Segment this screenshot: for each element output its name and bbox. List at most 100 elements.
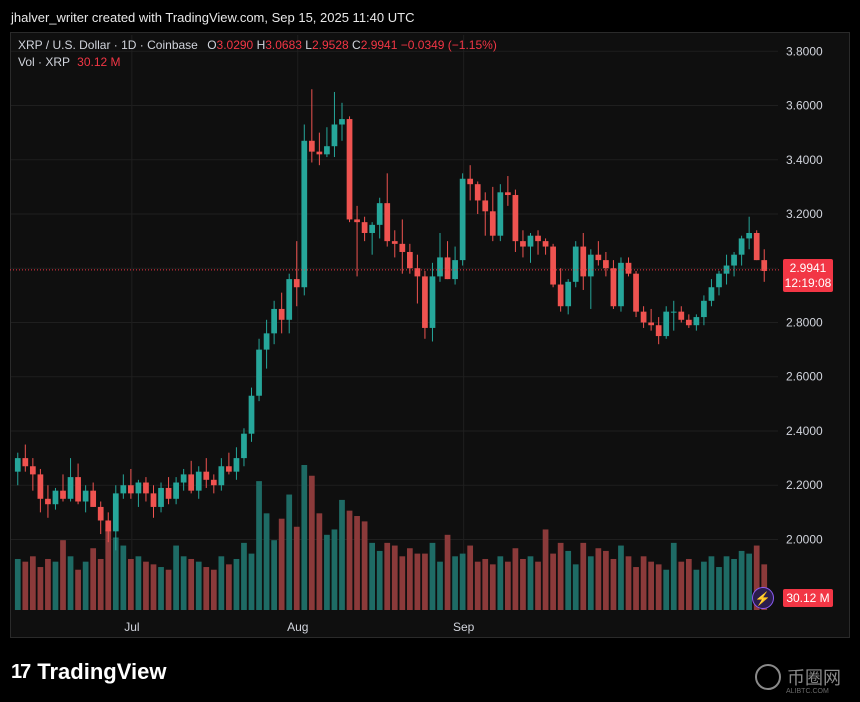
close-label: C — [352, 38, 361, 52]
candle-body — [210, 479, 217, 486]
volume-bar — [301, 465, 308, 610]
volume-bar — [716, 567, 722, 610]
volume-bar — [180, 556, 187, 610]
high-label: H — [256, 38, 266, 52]
x-tick-label: Jul — [124, 620, 139, 634]
volume-bar — [625, 556, 632, 610]
candle-body — [753, 232, 760, 261]
volume-bar — [105, 529, 112, 610]
volume-bar — [67, 556, 74, 610]
y-tick-label: 3.2000 — [786, 207, 823, 221]
volume-bar — [497, 556, 504, 610]
volume-bar — [422, 553, 428, 610]
candle-body — [610, 268, 617, 307]
candle-body — [90, 490, 97, 507]
candle-body — [527, 235, 534, 247]
candle-body — [60, 490, 66, 499]
candle-body — [233, 458, 240, 472]
volume-bar — [82, 561, 89, 610]
volume-bar — [550, 553, 556, 610]
volume-bar — [512, 548, 519, 610]
volume-bar — [150, 564, 157, 610]
candle-body — [640, 311, 647, 323]
volume-bar — [339, 499, 345, 610]
volume-bar — [195, 561, 202, 610]
candle-body — [308, 140, 315, 152]
x-tick-label: Aug — [287, 620, 308, 634]
y-tick-label: 2.6000 — [786, 370, 823, 384]
ohlc-legend: XRP / U.S. Dollar · 1D · Coinbase O3.029… — [18, 38, 497, 52]
volume-bar — [595, 548, 602, 610]
candle-body — [414, 268, 421, 277]
candle-body — [226, 466, 232, 472]
volume-bar — [210, 569, 217, 610]
candle-body — [474, 184, 481, 201]
volume-bar — [256, 481, 262, 610]
candle-body — [391, 241, 398, 244]
volume-bar — [90, 548, 97, 610]
volume-bar — [685, 558, 692, 610]
volume-bar — [520, 558, 526, 610]
candle-body — [422, 276, 428, 328]
candle-body — [429, 276, 436, 328]
volume-bar — [648, 561, 654, 610]
volume-bar — [233, 558, 240, 610]
watermark-circle-icon — [755, 664, 781, 690]
candle-body — [459, 178, 466, 261]
volume-bar — [226, 564, 232, 610]
candle-body — [293, 279, 300, 288]
candle-body — [369, 224, 376, 233]
volume-bar — [618, 545, 624, 610]
candle-body — [625, 262, 632, 274]
volume-bar — [37, 567, 44, 610]
candle-body — [361, 222, 368, 233]
candle-body — [663, 311, 670, 337]
candle-body — [105, 520, 112, 532]
volume-label[interactable]: Vol · XRP — [18, 55, 70, 69]
volume-bar — [678, 561, 685, 610]
candle-body — [550, 246, 556, 285]
volume-bar — [293, 526, 300, 610]
candle-body — [188, 474, 195, 491]
candle-body — [701, 300, 707, 318]
volume-bar — [542, 529, 549, 610]
volume-bar — [663, 569, 670, 610]
volume-bar — [723, 556, 730, 610]
candle-body — [263, 333, 270, 350]
symbol-label[interactable]: XRP / U.S. Dollar · 1D · Coinbase — [18, 38, 198, 52]
x-tick-label: Sep — [453, 620, 475, 634]
volume-bar — [135, 556, 142, 610]
candle-body — [648, 322, 654, 326]
volume-bar — [188, 558, 195, 610]
candle-body — [248, 395, 255, 434]
candle-body — [738, 238, 745, 255]
candle-body — [218, 466, 225, 486]
candle-body — [165, 487, 172, 499]
candle-body — [301, 140, 308, 288]
low-value: 2.9528 — [311, 38, 349, 52]
volume-bar — [278, 518, 285, 610]
open-label: O — [207, 38, 217, 52]
volume-bar — [406, 548, 413, 610]
volume-bar — [271, 540, 277, 610]
candle-body — [82, 490, 89, 502]
candle-body — [128, 485, 134, 494]
volume-bar — [640, 556, 647, 610]
volume-bar — [746, 553, 753, 610]
price-axis: 2.00002.20002.40002.60002.80003.00003.20… — [786, 44, 823, 546]
y-tick-label: 2.0000 — [786, 532, 823, 546]
volume-bar — [14, 558, 21, 610]
candle-body — [557, 284, 564, 307]
candle-body — [761, 260, 768, 271]
candle-body — [384, 203, 391, 242]
volume-bar — [143, 561, 149, 610]
lightning-icon[interactable]: ⚡ — [752, 587, 774, 609]
candle-body — [452, 260, 458, 280]
volume-bar — [459, 553, 466, 610]
candle-body — [376, 203, 383, 225]
chart-panel[interactable] — [10, 32, 850, 638]
candle-body — [618, 262, 624, 307]
volume-bar — [361, 521, 368, 610]
volume-bar — [535, 561, 541, 610]
